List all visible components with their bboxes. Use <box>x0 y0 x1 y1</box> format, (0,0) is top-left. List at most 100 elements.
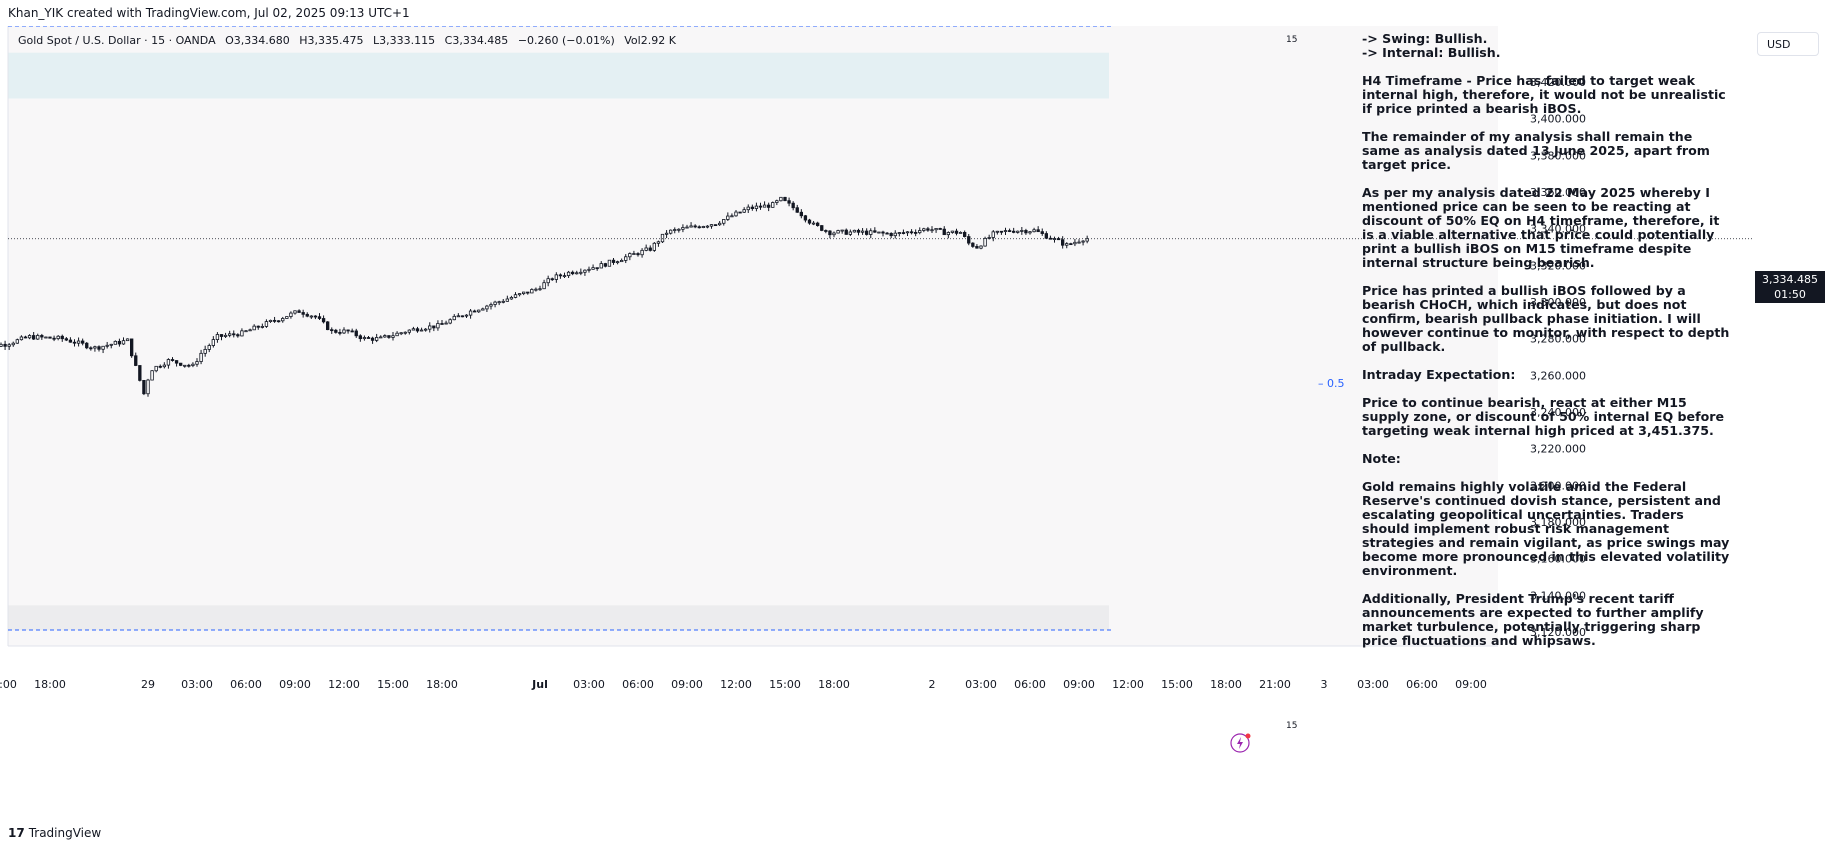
close-value: C3,334.485 <box>444 34 509 47</box>
candle-body <box>211 339 215 346</box>
candle-body <box>350 330 354 333</box>
y-tick-label: 3,240.000 <box>1530 406 1586 419</box>
y-tick-label: 3,160.000 <box>1530 553 1586 566</box>
candle-body <box>354 330 358 337</box>
candle-body <box>673 229 677 231</box>
x-tick-label: 18:00 <box>426 678 458 691</box>
fib-level-value: 0.5 <box>1327 377 1345 390</box>
candle-body <box>379 336 383 339</box>
candle-body <box>967 236 971 244</box>
candle-body <box>648 247 652 251</box>
candle-body <box>750 206 754 209</box>
candle-body <box>950 230 955 233</box>
candle-body <box>538 288 542 291</box>
candle-body <box>52 337 56 340</box>
footer-brand[interactable]: 𝟭𝟳 TradingView <box>8 823 101 843</box>
candle-body <box>170 359 175 361</box>
candle-body <box>228 333 232 336</box>
candle-body <box>477 309 481 313</box>
candle-body <box>162 364 166 368</box>
candle-body <box>820 225 824 231</box>
candle-body <box>701 226 705 228</box>
candle-body <box>448 319 452 324</box>
candle-body <box>640 249 644 256</box>
currency-selector[interactable]: USD <box>1757 32 1819 56</box>
note-h4: H4 Timeframe - Price has failed to targe… <box>1362 73 1726 116</box>
chart-area[interactable]: 3,420.000 3,400.000 3,380.000 3,360.000 3,34… <box>0 26 1835 836</box>
candle-body <box>219 334 224 337</box>
candle-body <box>767 204 771 208</box>
x-tick-label: 15:00 <box>0 678 17 691</box>
candle-body <box>334 329 338 333</box>
candle-body <box>1020 230 1024 232</box>
candle-body <box>844 229 848 235</box>
ohlc-legend: Gold Spot / U.S. Dollar · 15 · OANDA O3,… <box>18 34 682 47</box>
last-price-value: 3,334.485 <box>1762 273 1818 286</box>
candle-body <box>979 245 983 249</box>
candle-body <box>1007 230 1012 232</box>
candle-body <box>150 370 154 381</box>
candle-body <box>1024 230 1028 234</box>
symbol-label[interactable]: Gold Spot / U.S. Dollar · 15 · OANDA <box>18 34 216 47</box>
candle-body <box>1069 243 1073 246</box>
y-tick-label: 3,140.000 <box>1530 589 1586 602</box>
y-tick-label: 3,180.000 <box>1530 516 1586 529</box>
candle-body <box>7 344 11 347</box>
candle-body <box>934 228 938 231</box>
candle-body <box>272 319 277 322</box>
y-tick-label: 3,380.000 <box>1530 149 1586 162</box>
candle-body <box>199 352 203 362</box>
candle-body <box>403 331 407 334</box>
candle-body <box>685 226 689 229</box>
tradingview-logo-icon: 𝟭𝟳 <box>8 826 25 840</box>
candle-body <box>754 205 759 209</box>
candle-body <box>905 231 910 234</box>
candle-body <box>183 364 187 367</box>
x-tick-label: 15:00 <box>769 678 801 691</box>
candle-body <box>232 333 236 336</box>
candle-body <box>244 330 248 333</box>
candle-body <box>268 319 273 322</box>
note-remainder: The remainder of my analysis shall remai… <box>1362 129 1710 172</box>
candle-body <box>656 241 661 244</box>
candle-body <box>734 211 738 217</box>
candle-body <box>130 338 134 357</box>
candle-body <box>444 322 448 325</box>
candle-body <box>501 300 505 303</box>
candle-body <box>48 336 52 339</box>
candle-body <box>142 380 146 395</box>
candle-body <box>60 335 64 340</box>
candle-body <box>546 278 550 284</box>
pane-flag-top: 15 <box>1286 35 1298 45</box>
candle-body <box>187 364 191 367</box>
note-ibos: Price has printed a bullish iBOS followe… <box>1362 283 1730 354</box>
candle-body <box>473 310 477 313</box>
candle-body <box>550 278 554 281</box>
candle-body <box>554 274 558 280</box>
candle-body <box>313 315 318 318</box>
candle-body <box>15 339 19 344</box>
candle-body <box>252 325 256 331</box>
candle-body <box>901 232 906 234</box>
candle-body <box>285 316 289 319</box>
last-price-tag: 3,334.485 01:50 <box>1755 271 1825 303</box>
candle-body <box>23 336 28 339</box>
supply-zone <box>8 52 1109 99</box>
candle-body <box>942 228 946 236</box>
candle-body <box>248 329 252 332</box>
candle-body <box>909 231 914 234</box>
fib-level-label: – 0.5 <box>1318 377 1345 390</box>
candle-body <box>958 231 963 234</box>
candle-body <box>787 200 791 204</box>
price-chart[interactable]: 3,420.000 3,400.000 3,380.000 3,360.000 3,34… <box>0 26 1835 836</box>
candle-body <box>195 361 199 365</box>
candle-body <box>1044 233 1048 239</box>
candle-body <box>1028 231 1032 234</box>
candle-body <box>975 246 979 249</box>
candle-body <box>97 346 101 350</box>
candle-body <box>277 320 281 323</box>
candle-body <box>571 271 575 275</box>
candle-body <box>191 363 195 366</box>
candle-body <box>526 291 530 294</box>
low-value: L3,333.115 <box>373 34 436 47</box>
